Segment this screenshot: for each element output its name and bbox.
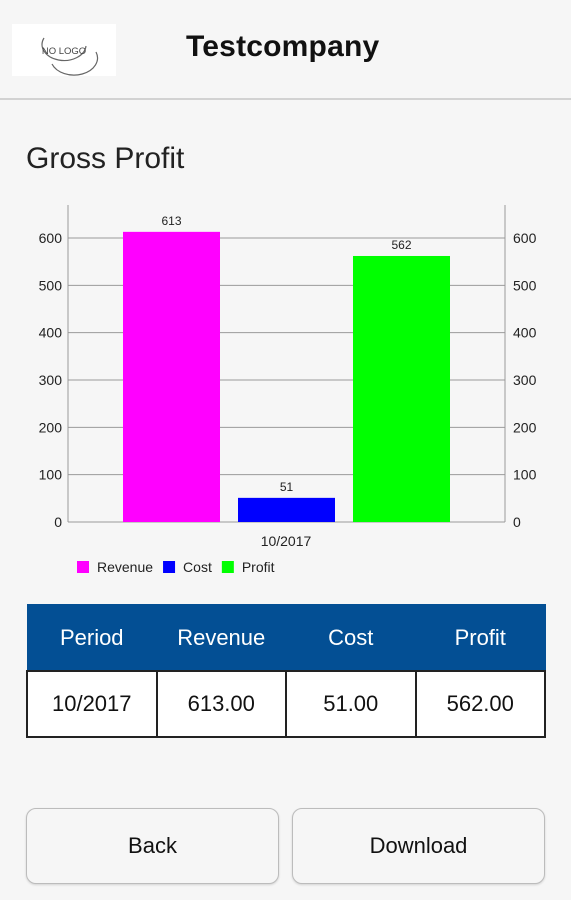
logo-text: NO LOGO (42, 46, 86, 57)
x-tick-label: 10/2017 (261, 533, 312, 549)
y-tick-label-right: 0 (513, 514, 521, 530)
y-tick-label-right: 600 (513, 230, 537, 246)
y-tick-label-left: 600 (39, 230, 63, 246)
back-button[interactable]: Back (26, 808, 279, 884)
cell-revenue: 613.00 (155, 670, 287, 738)
cell-cost: 51.00 (285, 670, 417, 738)
data-label-revenue: 613 (161, 214, 181, 228)
table-header-row: Period Revenue Cost Profit (26, 604, 546, 672)
cell-profit: 562.00 (414, 670, 546, 738)
y-tick-label-left: 100 (39, 467, 63, 483)
cell-period: 10/2017 (26, 670, 158, 738)
legend-label-profit: Profit (242, 559, 275, 575)
download-button[interactable]: Download (292, 808, 545, 884)
legend-swatch-revenue (77, 561, 89, 573)
legend-label-cost: Cost (183, 559, 212, 575)
header-period: Period (26, 604, 157, 672)
gross-profit-chart: 0 0 100 100 200 200 300 300 400 400 500 500 600 600 61… (39, 205, 537, 575)
y-tick-label-left: 200 (39, 419, 63, 435)
company-logo: NO LOGO (12, 24, 116, 76)
y-tick-label-left: 300 (39, 372, 63, 388)
page-title: Gross Profit (26, 142, 185, 175)
y-tick-label-left: 0 (54, 514, 62, 530)
legend-swatch-cost (163, 561, 176, 573)
header-profit: Profit (415, 604, 546, 672)
legend-label-revenue: Revenue (97, 559, 153, 575)
y-tick-label-left: 500 (39, 277, 63, 293)
company-name: Testcompany (186, 30, 380, 63)
data-label-profit: 562 (391, 238, 411, 252)
y-tick-label-right: 400 (513, 325, 537, 341)
y-tick-label-right: 200 (513, 419, 537, 435)
y-tick-label-right: 500 (513, 277, 537, 293)
bar-cost (238, 497, 335, 522)
bar-profit (353, 255, 450, 522)
gross-profit-table: Period Revenue Cost Profit 10/2017 613.0… (26, 604, 546, 738)
y-tick-label-right: 300 (513, 372, 537, 388)
y-tick-label-left: 400 (39, 325, 63, 341)
data-label-cost: 51 (280, 480, 294, 494)
y-tick-label-right: 100 (513, 467, 537, 483)
table-row: 10/2017 613.00 51.00 562.00 (26, 670, 546, 738)
legend-swatch-profit (221, 561, 234, 573)
app-header: NO LOGO Testcompany (0, 0, 571, 100)
no-logo-icon: NO LOGO (41, 37, 99, 76)
header-revenue: Revenue (156, 604, 287, 672)
bar-revenue (123, 231, 220, 522)
header-cost: Cost (285, 604, 416, 672)
